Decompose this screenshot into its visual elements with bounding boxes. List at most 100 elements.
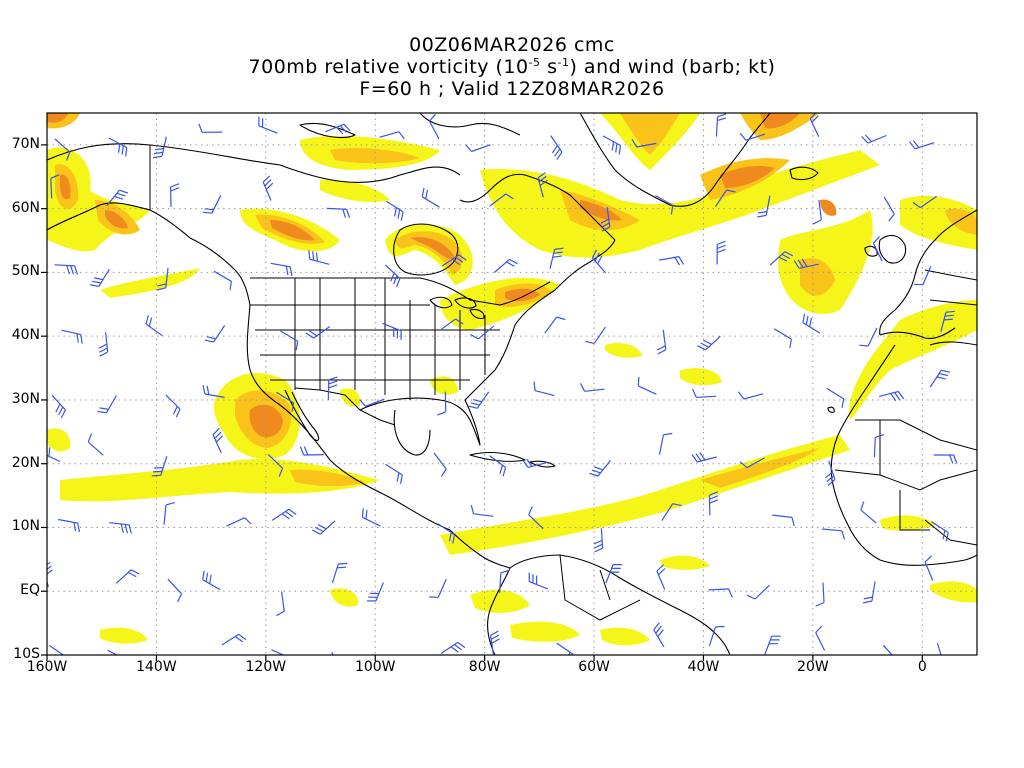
wind-barb (924, 555, 934, 581)
wind-barb (708, 588, 733, 598)
lon-label: 40W (687, 659, 720, 675)
wind-barb (359, 398, 385, 407)
wind-barb (151, 456, 168, 477)
wind-barb (655, 194, 674, 215)
wind-barb (522, 458, 548, 468)
wind-barb (470, 504, 494, 517)
wind-barb (440, 641, 466, 654)
wind-barb (437, 391, 447, 416)
lat-label: 40N (11, 327, 40, 344)
lon-label: 120W (245, 659, 287, 675)
wind-barb (872, 236, 883, 262)
wind-barb (382, 322, 402, 340)
lat-label: EQ (20, 582, 40, 599)
lon-label: 80W (468, 659, 501, 675)
wind-barb (429, 578, 447, 598)
wind-barb (826, 387, 845, 408)
wind-barb (593, 528, 604, 553)
wind-barb (312, 520, 336, 535)
wind-barb (659, 256, 685, 266)
wind-barb (859, 327, 878, 347)
wind-barb (708, 625, 725, 647)
wind-barb (489, 630, 500, 655)
wind-barb (106, 189, 129, 207)
wind-barb (271, 508, 297, 521)
wind-barb (379, 131, 405, 140)
wind-barb (605, 563, 623, 584)
wind-barb (600, 207, 611, 232)
wind-barb (465, 144, 491, 153)
wind-barb (708, 491, 719, 516)
wind-barb (769, 251, 794, 266)
wind-barb (940, 310, 955, 332)
wind-barb (533, 381, 555, 397)
wind-barb (691, 452, 717, 463)
wind-barb (489, 455, 507, 477)
wind-barb (862, 581, 876, 604)
wind-barb (929, 369, 951, 388)
map-title-block: 00Z06MAR2026 cmc 700mb relative vorticit… (0, 34, 1024, 100)
wind-barb (433, 452, 447, 477)
wind-barb (202, 570, 221, 591)
wind-barb (165, 394, 181, 418)
title-line-1: 00Z06MAR2026 cmc (409, 34, 615, 56)
wind-barb (772, 514, 795, 527)
wind-barb (653, 622, 665, 648)
wind-barb (280, 330, 299, 351)
wind-barb (270, 262, 293, 276)
wind-barb (912, 195, 938, 209)
wind-barb (212, 427, 224, 454)
wind-barb (156, 267, 169, 291)
wind-barb (878, 390, 905, 402)
wind-barb (537, 172, 548, 198)
lon-label: 160W (26, 659, 68, 675)
lat-label: 70N (11, 135, 40, 152)
map-frame (46, 112, 978, 656)
wind-barb (108, 137, 128, 157)
wind-barb (50, 174, 60, 199)
wind-barb (499, 569, 510, 593)
lat-label: 50N (11, 263, 40, 280)
wind-barb (813, 199, 822, 225)
wind-barb (331, 562, 348, 584)
wind-barb (489, 193, 514, 207)
wind-barb (657, 329, 667, 355)
wind-barb (439, 318, 464, 332)
wind-barb (202, 385, 225, 398)
wind-barb (739, 457, 765, 469)
vorticity-shading (47, 113, 977, 646)
wind-barb (550, 135, 563, 160)
wind-barb (757, 195, 771, 218)
wind-barb (913, 266, 932, 286)
wind-barb (468, 391, 490, 409)
wind-barb (97, 395, 118, 414)
wind-barb (153, 136, 167, 159)
wind-barb (579, 383, 605, 392)
wind-barb (773, 328, 792, 349)
wind-barb (602, 135, 622, 155)
wind-barb (202, 195, 222, 214)
wind-barb (556, 642, 574, 655)
wind-barb (470, 325, 495, 340)
wind-barb (385, 200, 404, 221)
wind-barb (441, 254, 467, 267)
wind-barb (802, 313, 821, 334)
wind-barb (109, 522, 132, 534)
lon-label: 140W (136, 659, 177, 675)
axis-ticks (41, 144, 923, 661)
wind-barb (167, 578, 183, 603)
wind-barb (746, 584, 771, 600)
wind-barb (57, 518, 80, 533)
lat-label: 30N (11, 390, 40, 407)
wind-barb (494, 258, 518, 273)
wind-barb (327, 376, 338, 400)
lon-label: 100W (354, 659, 396, 675)
wind-barb (258, 116, 278, 134)
wind-barb (873, 434, 885, 458)
wind-barb (861, 134, 887, 144)
wind-barb (589, 460, 611, 477)
wind-barb (98, 332, 109, 357)
wind-barb (163, 502, 175, 525)
political-borders (149, 145, 977, 621)
